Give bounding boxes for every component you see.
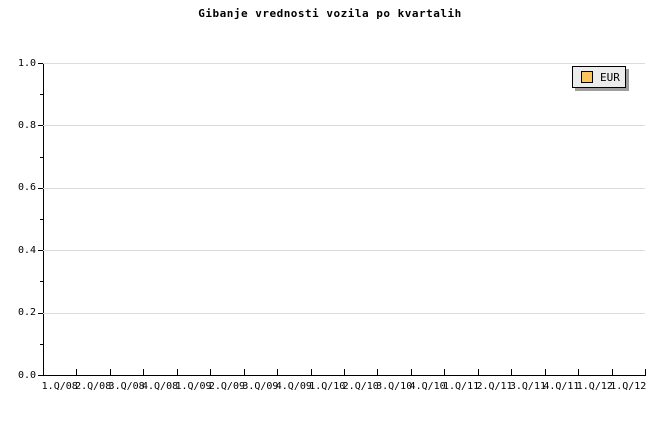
y-axis-tick-label: 1.0	[17, 57, 36, 69]
chart-title: Gibanje vrednosti vozila po kvartalih	[198, 7, 462, 20]
x-axis-tick-label: 1.Q/12	[576, 381, 613, 392]
x-axis-tick-label: 3.Q/11	[509, 381, 546, 392]
x-axis-tick-label: 1.Q/10	[309, 381, 346, 392]
x-axis-tick-label: 2.Q/09	[208, 381, 245, 392]
gridline	[43, 250, 645, 252]
x-axis-tick-label: 3.Q/10	[376, 381, 413, 392]
x-axis-tick-label: 4.Q/08	[141, 381, 179, 392]
y-axis-minor-tick	[40, 156, 43, 158]
gridline	[43, 125, 645, 127]
x-axis-tick	[310, 369, 312, 375]
x-axis-tick-label: 1.Q/09	[175, 381, 212, 392]
y-axis-tick-label: 0.0	[17, 369, 36, 381]
x-axis-tick	[143, 369, 145, 375]
y-axis-major-tick	[38, 187, 43, 189]
y-axis-tick-label: 0.2	[17, 307, 36, 319]
x-axis-tick	[76, 369, 78, 375]
x-axis-tick	[243, 369, 245, 375]
y-axis-major-tick	[38, 375, 43, 376]
y-axis-tick-label: 0.6	[17, 182, 36, 194]
y-axis-tick-label: 0.4	[17, 244, 36, 256]
x-axis-tick-label: 4.Q/10	[409, 381, 446, 392]
x-axis-tick-label: 1.Q/08	[41, 381, 78, 392]
x-axis-tick-label: 3.Q/08	[108, 381, 145, 392]
x-axis-tick-label: 3.Q/09	[242, 381, 279, 392]
y-axis-minor-tick	[40, 94, 43, 96]
x-axis-tick	[277, 369, 279, 375]
x-axis-tick	[578, 369, 580, 375]
y-axis-major-tick	[38, 250, 43, 252]
x-axis-tick	[444, 369, 446, 375]
x-axis-tick	[176, 369, 178, 375]
y-axis-minor-tick	[40, 343, 43, 345]
y-axis-tick-label: 0.8	[17, 119, 36, 131]
gridline	[43, 63, 645, 64]
x-axis-tick-label: 2.Q/10	[342, 381, 379, 392]
x-axis-tick	[611, 369, 613, 375]
x-axis-tick-label: 4.Q/09	[275, 381, 312, 392]
x-axis-tick-label: 1.Q/11	[442, 381, 480, 392]
x-axis-line	[43, 375, 646, 376]
legend-swatch-icon	[581, 71, 593, 83]
x-axis-tick	[410, 369, 412, 375]
y-axis-minor-tick	[40, 281, 43, 283]
x-axis-tick-label: 2.Q/08	[75, 381, 112, 392]
x-axis-tick	[210, 369, 212, 375]
gridline	[43, 312, 645, 314]
x-axis-tick-label: 1.Q/12	[610, 381, 647, 392]
x-axis-tick	[377, 369, 379, 375]
x-axis-tick	[511, 369, 513, 375]
y-axis-line	[43, 63, 44, 376]
x-axis-tick	[544, 369, 546, 375]
legend-label: EUR	[600, 70, 620, 84]
x-axis-tick	[109, 369, 111, 375]
x-axis-tick-label: 2.Q/11	[476, 381, 513, 392]
y-axis-major-tick	[38, 63, 43, 64]
x-axis-tick-label: 4.Q/11	[543, 381, 580, 392]
x-axis-tick	[344, 369, 345, 375]
x-axis-tick	[477, 369, 479, 375]
gridline	[43, 187, 645, 189]
x-axis-tick	[645, 369, 646, 375]
y-axis-major-tick	[38, 125, 43, 127]
y-axis-minor-tick	[40, 219, 43, 220]
legend: EUR	[572, 66, 626, 88]
y-axis-major-tick	[38, 312, 43, 314]
